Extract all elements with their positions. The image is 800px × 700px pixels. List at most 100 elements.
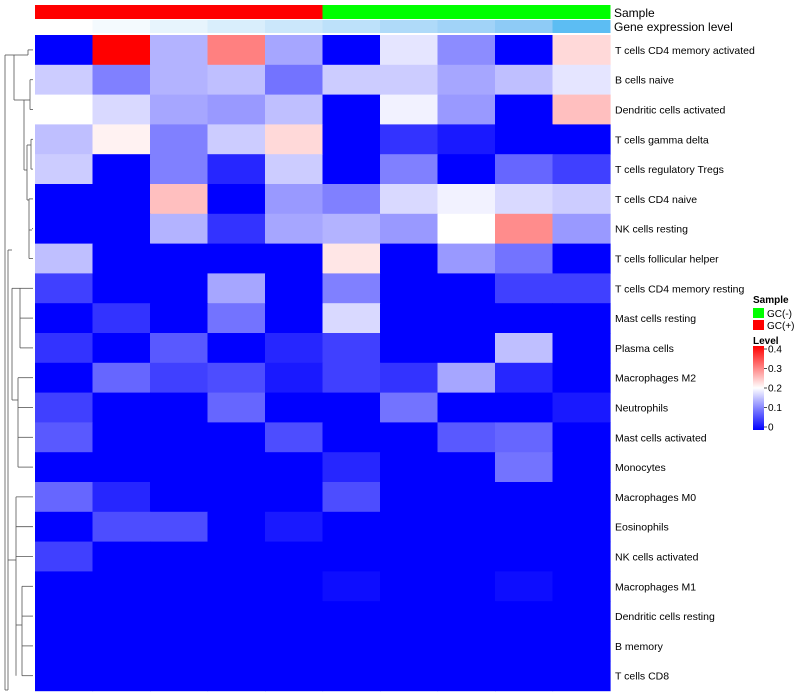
heatmap-cell [380, 392, 439, 423]
heatmap-cell [207, 35, 266, 66]
heatmap-cell [207, 482, 266, 513]
heatmap-cell [552, 35, 611, 66]
row-label: T cells follicular helper [615, 254, 719, 266]
heatmap-cell [92, 511, 151, 543]
heatmap-cell [207, 243, 266, 274]
row-label: B memory [615, 641, 664, 653]
expression-annotation-cell [265, 20, 323, 33]
heatmap-cell [265, 213, 324, 245]
heatmap-cell [437, 601, 496, 632]
expression-annotation-cell [35, 20, 93, 33]
heatmap-cell [437, 124, 496, 155]
heatmap-cell [380, 660, 439, 692]
heatmap-cell [35, 333, 94, 364]
heatmap-cell [552, 571, 611, 602]
heatmap-cell [150, 541, 209, 572]
heatmap-cell [380, 482, 439, 513]
heatmap-cell [150, 422, 209, 453]
heatmap-cell [437, 273, 496, 304]
heatmap-cell [495, 392, 554, 423]
heatmap-cell [35, 213, 94, 245]
row-label: B cells naive [615, 75, 674, 87]
heatmap-cell [552, 601, 611, 632]
heatmap-cell [322, 482, 381, 513]
expression-annotation-cell [380, 20, 438, 33]
row-label: Macrophages M1 [615, 581, 696, 593]
heatmap-cell [322, 184, 381, 215]
heatmap-cell [322, 571, 381, 602]
heatmap-cell [495, 154, 554, 185]
heatmap-cell [150, 35, 209, 66]
row-label: Macrophages M0 [615, 492, 696, 504]
heatmap-cell [437, 660, 496, 692]
heatmap-cell [495, 64, 554, 96]
heatmap-cell [437, 213, 496, 245]
heatmap-cell [322, 422, 381, 453]
row-label: T cells CD4 naive [615, 194, 697, 206]
heatmap-cell [380, 64, 439, 96]
heatmap-cell [150, 660, 209, 692]
heatmap-cell [150, 154, 209, 185]
row-label: Macrophages M2 [615, 373, 696, 385]
heatmap-cell [437, 631, 496, 662]
expression-annotation-cell [207, 20, 266, 33]
heatmap-cell [92, 571, 151, 602]
heatmap-cell [495, 571, 554, 602]
heatmap-cell [322, 511, 381, 543]
heatmap-cell [207, 303, 266, 334]
heatmap-cell [380, 541, 439, 572]
heatmap-cell [92, 392, 151, 423]
heatmap-cell [35, 392, 94, 423]
heatmap-cell [35, 362, 94, 394]
heatmap-cell [265, 154, 324, 185]
row-label: T cells CD4 memory resting [615, 283, 744, 295]
heatmap-cell [495, 422, 554, 453]
heatmap-cell [380, 35, 439, 66]
heatmap-cell [265, 660, 324, 692]
row-dendrogram [4, 49, 33, 691]
row-label: T cells gamma delta [615, 134, 709, 146]
heatmap-cell [92, 243, 151, 274]
row-label: Dendritic cells resting [615, 611, 715, 623]
heatmap-cell [92, 660, 151, 692]
heatmap-cell [207, 452, 266, 483]
heatmap-cell [495, 333, 554, 364]
heatmap-cell [495, 362, 554, 394]
heatmap-cell [35, 243, 94, 274]
row-label: NK cells resting [615, 224, 688, 236]
heatmap-cell [380, 511, 439, 543]
heatmap-cell [437, 303, 496, 334]
expression-annotation-cell [322, 20, 381, 33]
heatmap-cell [265, 362, 324, 394]
sample-annotation-cell [552, 5, 611, 19]
sample-annotation-cell [265, 5, 323, 19]
heatmap-cell [35, 94, 94, 125]
heatmap-cell [150, 452, 209, 483]
sample-annotation-cell [207, 5, 266, 19]
heatmap-cell [552, 631, 611, 662]
heatmap-cell [322, 243, 381, 274]
heatmap-cell [150, 482, 209, 513]
heatmap-cell [552, 243, 611, 274]
sample-annotation-cell [495, 5, 553, 19]
heatmap-cell [380, 631, 439, 662]
heatmap-cell [495, 243, 554, 274]
heatmap-cell [207, 273, 266, 304]
heatmap-cell [380, 601, 439, 632]
heatmap-cell [380, 333, 439, 364]
heatmap-cell [92, 94, 151, 125]
heatmap-cell [380, 94, 439, 125]
legend-item-label: GC(-) [767, 309, 792, 320]
row-labels: T cells CD4 memory activated B cells naiv… [615, 45, 755, 683]
heatmap-cell [265, 273, 324, 304]
expression-annotation-cell [495, 20, 553, 33]
heatmap-cell [92, 541, 151, 572]
heatmap-cell [92, 124, 151, 155]
heatmap-cell [35, 660, 94, 692]
heatmap-cell [380, 452, 439, 483]
heatmap-cell [552, 362, 611, 394]
heatmap-cell [552, 333, 611, 364]
heatmap-cell [495, 94, 554, 125]
heatmap-cell [322, 452, 381, 483]
legend-title-sample: Sample [753, 295, 789, 306]
